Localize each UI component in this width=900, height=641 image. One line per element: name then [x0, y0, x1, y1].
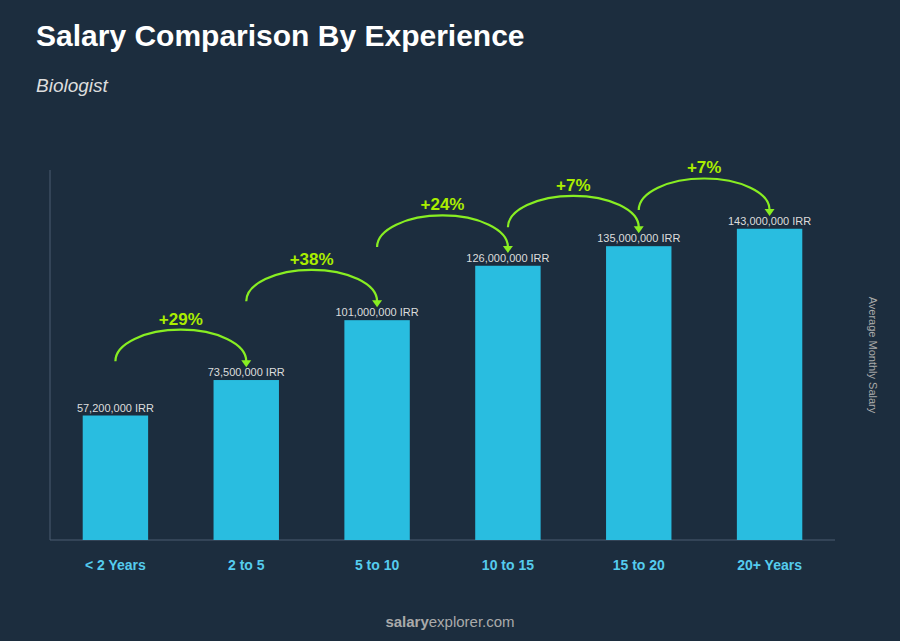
- value-label: 126,000,000 IRR: [466, 252, 549, 264]
- category-label: 2 to 5: [228, 557, 265, 573]
- footer-bold: salary: [385, 613, 429, 630]
- change-label: +24%: [421, 195, 465, 214]
- chart: Salary Comparison By Experience Biologist…: [0, 0, 900, 641]
- change-arc: [639, 178, 770, 209]
- x-axis-line: [50, 540, 835, 541]
- value-axis-line: [50, 170, 51, 540]
- change-arc: [115, 330, 246, 361]
- change-arc: [377, 215, 508, 246]
- change-arrow-head: [372, 300, 382, 307]
- value-label: 135,000,000 IRR: [597, 232, 680, 244]
- change-arrow-head: [241, 360, 251, 367]
- title: Salary Comparison By Experience: [36, 19, 525, 52]
- chart-container: Salary Comparison By Experience Biologist…: [0, 0, 900, 641]
- change-arrow-head: [503, 246, 513, 253]
- category-label: < 2 Years: [85, 557, 146, 573]
- change-arc: [508, 196, 639, 227]
- bars: [83, 229, 803, 540]
- change-arcs: [115, 178, 774, 367]
- change-label: +7%: [687, 158, 722, 177]
- y-axis-label: Average Monthly Salary: [867, 297, 879, 414]
- category-label: 5 to 10: [355, 557, 400, 573]
- change-label: +29%: [159, 310, 203, 329]
- change-arrow-head: [634, 226, 644, 233]
- change-arc: [246, 270, 377, 301]
- bar: [344, 320, 409, 540]
- footer-normal: explorer.com: [429, 613, 515, 630]
- category-label: 15 to 20: [613, 557, 665, 573]
- value-label: 143,000,000 IRR: [728, 215, 811, 227]
- bar: [606, 246, 671, 540]
- bar: [737, 229, 802, 540]
- change-arrow-head: [765, 209, 775, 216]
- background: [0, 0, 900, 641]
- footer: salaryexplorer.com: [385, 613, 514, 630]
- change-label: +7%: [556, 176, 591, 195]
- bar: [475, 266, 540, 540]
- value-label: 57,200,000 IRR: [77, 402, 154, 414]
- category-label: 20+ Years: [737, 557, 802, 573]
- subtitle: Biologist: [36, 75, 109, 96]
- category-label: 10 to 15: [482, 557, 534, 573]
- change-label: +38%: [290, 250, 334, 269]
- value-label: 73,500,000 IRR: [208, 366, 285, 378]
- bar: [83, 416, 148, 540]
- bar: [214, 380, 279, 540]
- value-label: 101,000,000 IRR: [335, 306, 418, 318]
